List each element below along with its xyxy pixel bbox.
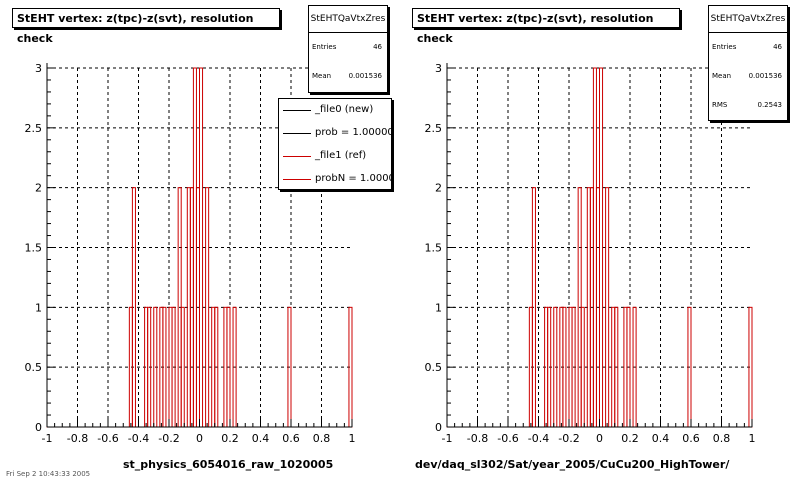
right-hist-bin-99 — [748, 306, 753, 428]
right-stats-rms-value: 0.2543 — [757, 101, 783, 109]
right-title-text: StEHT vertex: z(tpc)-z(svt), resolution … — [417, 12, 654, 45]
left-y-tick-label-4: 2 — [35, 182, 42, 195]
left-x-axis-title: st_physics_6054016_raw_1020005 — [123, 458, 334, 471]
legend-entry-file0: _file0 (new) — [279, 99, 391, 122]
left-y-tick-label-6: 3 — [35, 62, 42, 75]
left-hist-bin-52 — [205, 187, 210, 428]
left-hist-bin-38 — [162, 306, 167, 428]
right-x-tick-label-3: -0.4 — [528, 432, 549, 445]
left-hist-bin-44 — [180, 306, 185, 428]
legend-line-probn — [283, 179, 311, 180]
left-stats-name: StEHTQaVtxZres — [309, 6, 387, 33]
left-y-tick-label-2: 1 — [35, 301, 42, 314]
legend-line-file1 — [283, 156, 311, 157]
right-stats-mean-value: 0.001536 — [748, 72, 782, 80]
footer-timestamp: Fri Sep 2 10:43:33 2005 — [6, 470, 91, 478]
right-stats-mean-label: Mean — [712, 72, 732, 80]
left-y-tick-label-3: 1.5 — [25, 242, 43, 255]
right-hist-bin-38 — [562, 306, 567, 428]
left-stats-mean-label: Mean — [312, 72, 332, 80]
legend-label-prob: prob = 1.000000 — [315, 127, 392, 138]
left-stats-entries-label: Entries — [312, 43, 337, 51]
right-x-tick-label-7: 0.4 — [652, 432, 670, 445]
left-stats-mean-row: Mean 0.001536 — [309, 62, 387, 91]
right-y-tick-label-0: 0 — [435, 421, 442, 434]
right-stats-entries-label: Entries — [712, 43, 737, 51]
legend-box: _file0 (new) prob = 1.000000 _file1 (ref… — [278, 98, 392, 190]
right-stats-mean-row: Mean 0.001536 — [709, 62, 787, 91]
left-x-tick-label-2: -0.6 — [97, 432, 118, 445]
left-stats-mean-value: 0.001536 — [348, 72, 382, 80]
right-stats-box: StEHTQaVtxZres Entries 46 Mean 0.001536 … — [708, 5, 788, 121]
right-x-tick-label-2: -0.6 — [497, 432, 518, 445]
right-x-axis-title: dev/daq_sl302/Sat/year_2005/CuCu200_High… — [415, 458, 730, 471]
right-stats-rms-label: RMS — [712, 101, 728, 109]
legend-entry-file1: _file1 (ref) — [279, 145, 391, 168]
left-hist-bin-50 — [199, 67, 204, 428]
right-y-tick-label-1: 0.5 — [425, 361, 443, 374]
left-stats-box: StEHTQaVtxZres Entries 46 Mean 0.001536 — [308, 5, 388, 93]
left-y-tick-label-5: 2.5 — [25, 122, 43, 135]
legend-label-probn: probN = 1.000000 — [315, 173, 391, 184]
left-x-tick-label-10: 1 — [349, 432, 356, 445]
right-hist-bin-44 — [580, 306, 585, 428]
right-stats-entries-row: Entries 46 — [709, 33, 787, 62]
left-x-tick-label-3: -0.4 — [128, 432, 149, 445]
right-histogram-title: StEHT vertex: z(tpc)-z(svt), resolution … — [412, 8, 680, 45]
left-hist-bin-99 — [348, 306, 353, 428]
right-hist-bin-50 — [599, 67, 604, 428]
right-stats-rms-row: RMS 0.2543 — [709, 91, 787, 120]
right-y-tick-label-6: 3 — [435, 62, 442, 75]
right-x-tick-label-1: -0.8 — [467, 432, 488, 445]
right-x-tick-label-4: -0.2 — [558, 432, 579, 445]
left-x-tick-label-5: 0 — [196, 432, 203, 445]
right-stats-entries-value: 46 — [773, 43, 782, 51]
left-x-tick-label-8: 0.6 — [282, 432, 300, 445]
right-x-tick-label-0: -1 — [442, 432, 453, 445]
left-title-text: StEHT vertex: z(tpc)-z(svt), resolution … — [17, 12, 254, 45]
right-x-tick-label-5: 0 — [596, 432, 603, 445]
legend-label-file0: _file0 (new) — [315, 104, 374, 115]
right-x-tick-label-9: 0.8 — [713, 432, 731, 445]
left-histogram-title: StEHT vertex: z(tpc)-z(svt), resolution … — [12, 8, 280, 45]
left-y-tick-label-0: 0 — [35, 421, 42, 434]
legend-entry-prob: prob = 1.000000 — [279, 122, 392, 145]
right-x-tick-label-8: 0.6 — [682, 432, 700, 445]
left-x-tick-label-4: -0.2 — [158, 432, 179, 445]
left-x-tick-label-1: -0.8 — [67, 432, 88, 445]
left-y-tick-label-1: 0.5 — [25, 361, 43, 374]
left-x-tick-label-0: -1 — [42, 432, 53, 445]
right-y-tick-label-5: 2.5 — [425, 122, 443, 135]
left-x-tick-label-6: 0.2 — [221, 432, 239, 445]
right-y-tick-label-4: 2 — [435, 182, 442, 195]
left-stats-entries-row: Entries 46 — [309, 33, 387, 62]
right-hist-bin-52 — [605, 187, 610, 428]
legend-entry-probn: probN = 1.000000 — [279, 168, 391, 189]
legend-line-prob — [283, 133, 311, 134]
right-stats-name: StEHTQaVtxZres — [709, 6, 787, 33]
right-x-tick-label-10: 1 — [749, 432, 756, 445]
right-y-tick-label-3: 1.5 — [425, 242, 443, 255]
left-x-tick-label-9: 0.8 — [313, 432, 331, 445]
right-y-tick-label-2: 1 — [435, 301, 442, 314]
left-stats-entries-value: 46 — [373, 43, 382, 51]
left-x-tick-label-7: 0.4 — [252, 432, 270, 445]
right-x-tick-label-6: 0.2 — [621, 432, 639, 445]
legend-label-file1: _file1 (ref) — [315, 150, 367, 161]
legend-line-file0 — [283, 110, 311, 111]
